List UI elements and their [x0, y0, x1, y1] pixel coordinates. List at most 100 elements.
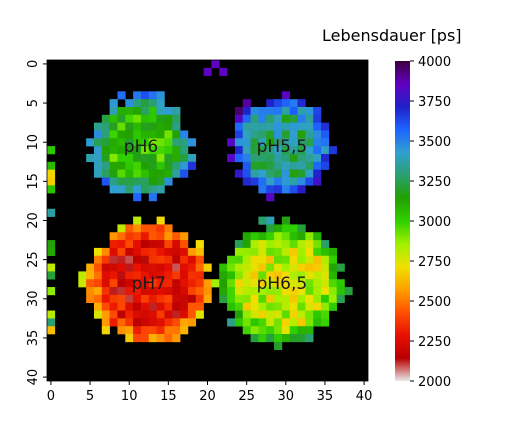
heatmap-cell — [289, 279, 298, 288]
heatmap-cell — [47, 208, 56, 217]
heatmap-cell — [234, 106, 244, 116]
heatmap-cell — [281, 122, 291, 131]
heatmap-cell — [281, 310, 291, 319]
heatmap-cell — [281, 287, 291, 296]
heatmap-cell — [227, 138, 236, 147]
heatmap-cell — [250, 122, 259, 131]
heatmap-cell — [180, 240, 189, 249]
heatmap-cell — [117, 247, 126, 257]
heatmap-cell — [180, 310, 189, 319]
heatmap-cell — [258, 334, 267, 343]
heatmap-cell — [313, 122, 322, 131]
x-tick-label: 15 — [160, 389, 177, 404]
heatmap-cell — [234, 114, 244, 123]
heatmap-cell — [234, 169, 244, 178]
heatmap-cell — [297, 169, 306, 178]
heatmap-cell — [289, 287, 298, 296]
heatmap-cell — [195, 310, 204, 319]
heatmap-cell — [117, 153, 126, 163]
heatmap-cell — [148, 255, 157, 264]
heatmap-cell — [274, 161, 283, 170]
heatmap-cell — [266, 185, 275, 194]
heatmap-cell — [117, 302, 126, 311]
heatmap-cell — [172, 122, 181, 131]
heatmap-cell — [125, 271, 134, 280]
heatmap-cell — [328, 279, 337, 288]
heatmap-cell — [125, 114, 134, 123]
heatmap-cell — [234, 240, 244, 249]
heatmap-cell — [219, 271, 228, 280]
heatmap-cell — [164, 122, 173, 131]
heatmap-cell — [172, 334, 181, 343]
heatmap-cell — [281, 138, 291, 147]
heatmap-cell — [289, 161, 298, 170]
heatmap-cell — [140, 153, 150, 163]
heatmap-cell — [156, 91, 165, 100]
heatmap-cell — [203, 67, 212, 76]
heatmap-cell — [195, 302, 204, 311]
heatmap-cell — [164, 287, 173, 296]
heatmap-cell — [266, 263, 275, 272]
heatmap-cell — [195, 294, 204, 304]
heatmap-cell — [266, 224, 275, 233]
heatmap-cell — [242, 138, 251, 147]
heatmap-cell — [125, 247, 134, 257]
heatmap-cell — [281, 334, 291, 343]
heatmap-cell — [258, 247, 267, 257]
heatmap-cell — [148, 122, 157, 131]
heatmap-cell — [313, 153, 322, 163]
heatmap-cell — [86, 279, 95, 288]
heatmap-cell — [101, 271, 110, 280]
heatmap-cell — [156, 185, 165, 194]
heatmap-cell — [47, 326, 56, 335]
heatmap-cell — [258, 185, 267, 194]
heatmap-cell — [227, 271, 236, 280]
heatmap-cell — [117, 91, 126, 100]
heatmap-cell — [274, 255, 283, 264]
heatmap-cell — [313, 146, 322, 155]
heatmap-cell — [242, 279, 251, 288]
heatmap-cell — [328, 294, 337, 304]
heatmap-cell — [250, 326, 259, 335]
heatmap-cell — [133, 114, 142, 123]
heatmap-cell — [109, 130, 118, 139]
heatmap-cells — [47, 60, 353, 350]
heatmap-cell — [313, 114, 322, 123]
heatmap-cell — [125, 153, 134, 163]
heatmap-cell — [305, 247, 314, 257]
heatmap-cell — [266, 318, 275, 327]
heatmap-cell — [156, 310, 165, 319]
heatmap-cell — [289, 177, 298, 186]
heatmap-cell — [305, 240, 314, 249]
heatmap-cell — [234, 310, 244, 319]
heatmap-cell — [101, 310, 110, 319]
heatmap-cell — [93, 287, 103, 296]
heatmap-cell — [281, 326, 291, 335]
heatmap-cell — [203, 263, 212, 272]
heatmap-cell — [281, 91, 291, 100]
y-tick-label: 10 — [26, 134, 41, 151]
heatmap-cell — [242, 247, 251, 257]
colorbar-tick-label: 2000 — [418, 375, 451, 390]
heatmap-cell — [133, 302, 142, 311]
heatmap-cell — [274, 334, 283, 343]
heatmap-cell — [250, 247, 259, 257]
heatmap-cell — [313, 232, 322, 241]
heatmap-cell — [289, 263, 298, 272]
heatmap-cell — [164, 177, 173, 186]
heatmap-cell — [86, 271, 95, 280]
heatmap-cell — [242, 326, 251, 335]
heatmap-cell — [242, 232, 251, 241]
heatmap-cell — [117, 106, 126, 116]
heatmap-cell — [281, 169, 291, 178]
heatmap-cell — [164, 318, 173, 327]
heatmap-cell — [321, 153, 330, 163]
heatmap-cell — [47, 287, 56, 296]
heatmap-cell — [133, 294, 142, 304]
heatmap-cell — [242, 122, 251, 131]
heatmap-cell — [313, 255, 322, 264]
heatmap-cell — [125, 106, 134, 116]
heatmap-cell — [133, 169, 142, 178]
heatmap-cell — [156, 302, 165, 311]
heatmap-cell — [125, 99, 134, 108]
